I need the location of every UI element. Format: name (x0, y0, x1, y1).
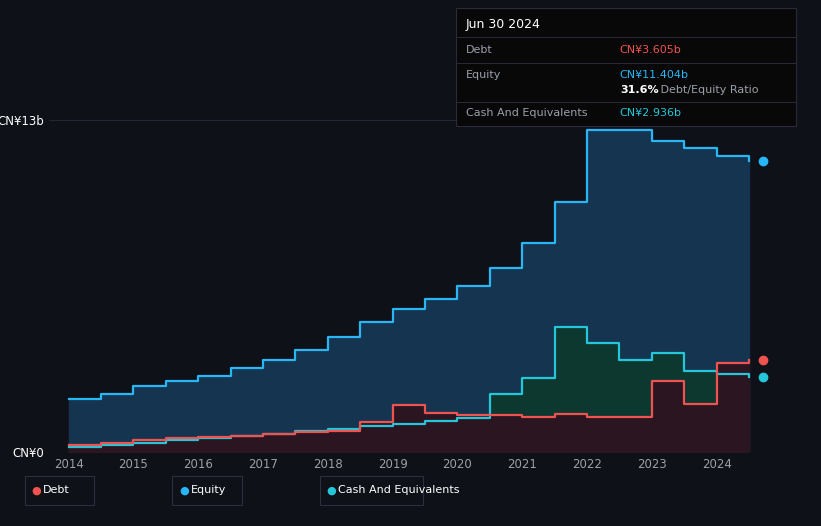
Text: Cash And Equivalents: Cash And Equivalents (338, 485, 460, 495)
Text: CN¥3.605b: CN¥3.605b (620, 45, 681, 55)
Text: Debt: Debt (466, 45, 493, 55)
Text: Jun 30 2024: Jun 30 2024 (466, 18, 540, 31)
Text: Debt: Debt (43, 485, 70, 495)
Text: Debt/Equity Ratio: Debt/Equity Ratio (657, 85, 759, 95)
Text: 31.6%: 31.6% (620, 85, 658, 95)
Text: Cash And Equivalents: Cash And Equivalents (466, 108, 587, 118)
Text: CN¥2.936b: CN¥2.936b (620, 108, 682, 118)
Text: ●: ● (179, 485, 189, 495)
Text: ●: ● (31, 485, 41, 495)
Text: CN¥11.404b: CN¥11.404b (620, 70, 689, 80)
Text: Equity: Equity (190, 485, 226, 495)
Text: Equity: Equity (466, 70, 501, 80)
Text: ●: ● (327, 485, 337, 495)
